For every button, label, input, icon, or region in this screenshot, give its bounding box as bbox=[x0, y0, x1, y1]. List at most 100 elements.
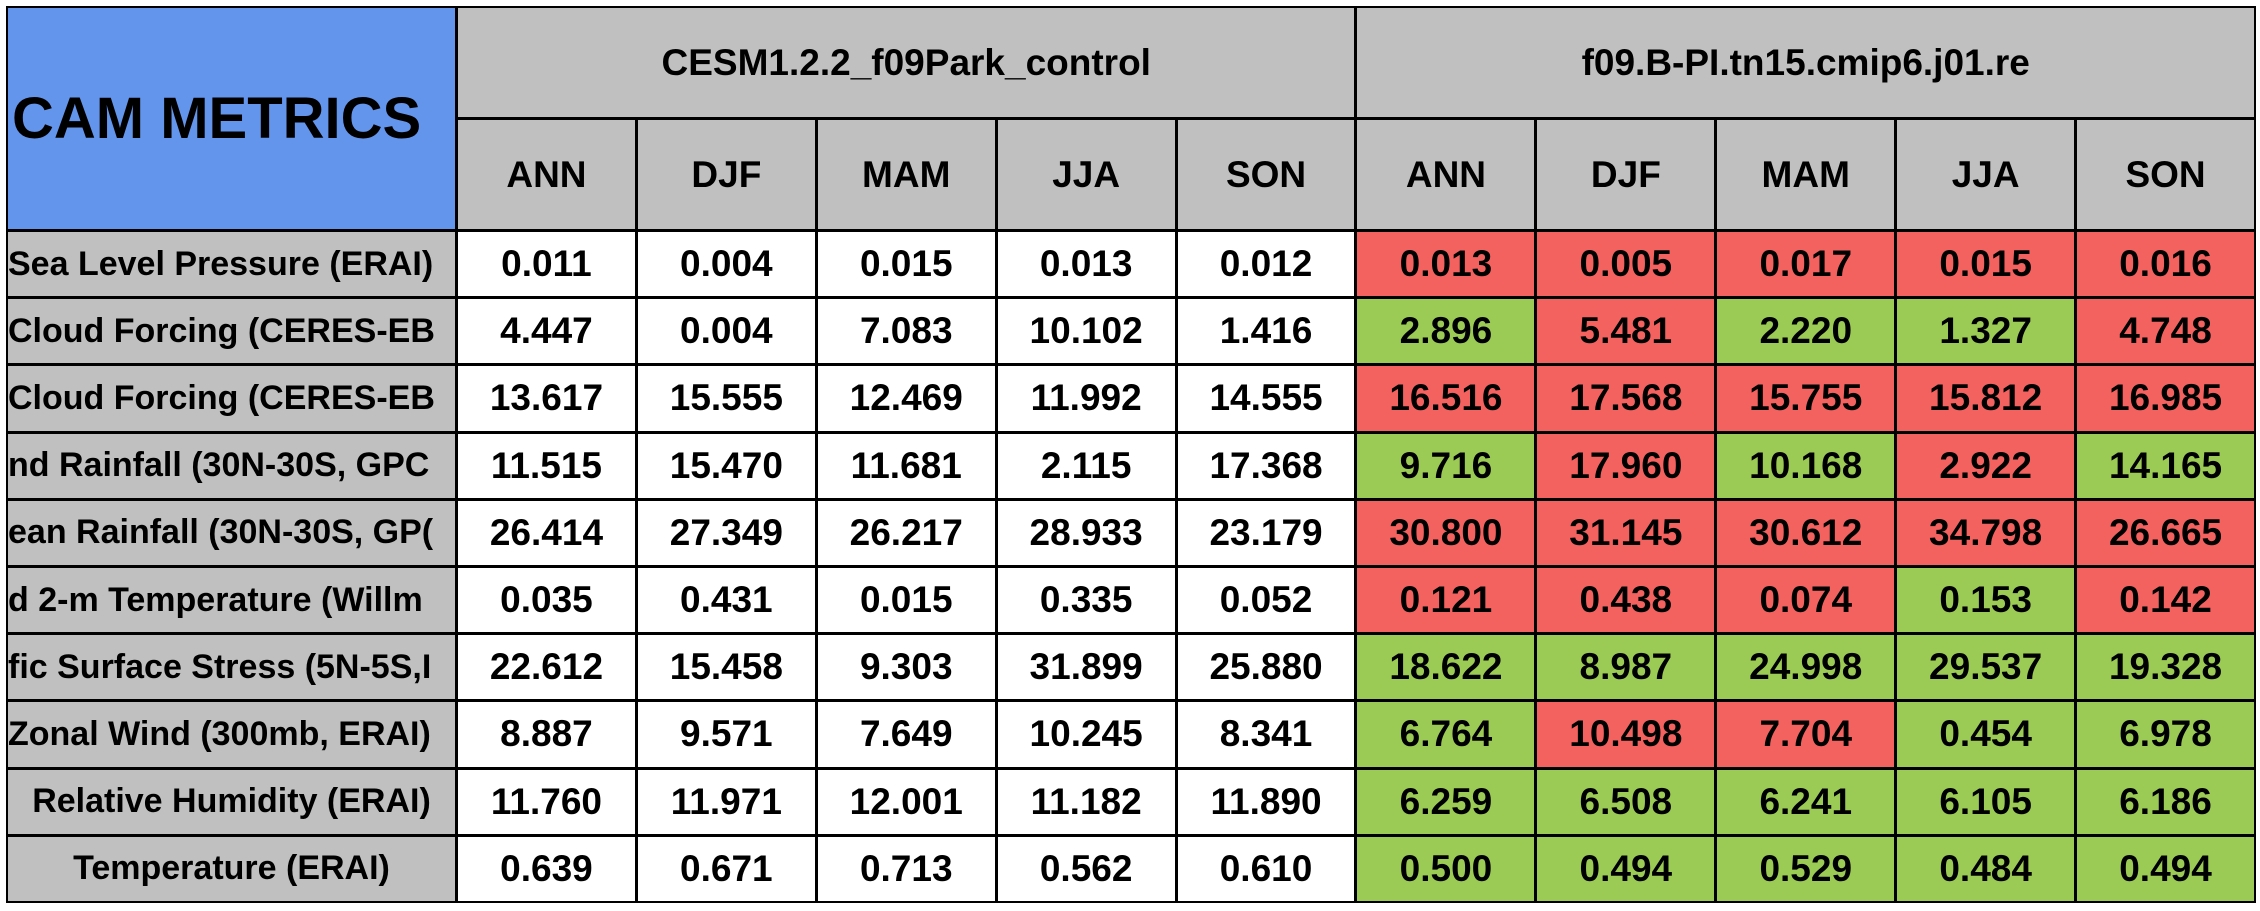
test-value: 6.105 bbox=[1897, 769, 2075, 834]
test-value: 15.812 bbox=[1897, 366, 2075, 431]
control-value: 0.004 bbox=[637, 232, 815, 297]
control-value: 27.349 bbox=[637, 500, 815, 565]
season-header-mam: MAM bbox=[1717, 120, 1895, 229]
test-value: 1.327 bbox=[1897, 299, 2075, 364]
row-label-text: nd Rainfall (30N-30S, GPC bbox=[8, 446, 430, 485]
control-value: 13.617 bbox=[458, 366, 635, 431]
season-header-ann: ANN bbox=[458, 120, 635, 229]
row-label-text: d 2-m Temperature (Willm bbox=[8, 580, 423, 619]
test-value: 0.438 bbox=[1537, 567, 1715, 633]
control-value: 25.880 bbox=[1177, 635, 1355, 700]
control-value: 11.890 bbox=[1177, 769, 1355, 834]
control-value: 0.610 bbox=[1177, 836, 1355, 901]
season-header-son: SON bbox=[1177, 120, 1355, 229]
control-value: 7.083 bbox=[817, 299, 995, 364]
control-value: 11.681 bbox=[817, 433, 995, 498]
test-value: 14.165 bbox=[2077, 433, 2254, 498]
control-value: 0.013 bbox=[997, 232, 1175, 297]
test-value: 0.015 bbox=[1897, 232, 2075, 297]
test-value: 34.798 bbox=[1897, 500, 2075, 565]
row-label: Cloud Forcing (CERES-EB bbox=[8, 299, 455, 364]
control-value: 1.416 bbox=[1177, 299, 1355, 364]
control-value: 0.004 bbox=[637, 299, 815, 364]
test-value: 0.494 bbox=[1537, 836, 1715, 901]
row-label-text: Cloud Forcing (CERES-EB bbox=[8, 378, 435, 417]
control-value: 0.639 bbox=[458, 836, 635, 901]
row-label: ean Rainfall (30N-30S, GP( bbox=[8, 500, 455, 565]
test-value: 17.960 bbox=[1537, 433, 1715, 498]
row-label: fic Surface Stress (5N-5S,I bbox=[8, 635, 455, 700]
control-value: 22.612 bbox=[458, 635, 635, 700]
test-value: 17.568 bbox=[1537, 366, 1715, 431]
test-value: 6.241 bbox=[1717, 769, 1895, 834]
control-value: 12.469 bbox=[817, 366, 995, 431]
test-value: 10.168 bbox=[1717, 433, 1895, 498]
test-value: 24.998 bbox=[1717, 635, 1895, 700]
control-value: 0.035 bbox=[458, 567, 635, 633]
test-value: 0.454 bbox=[1897, 702, 2075, 767]
control-value: 11.971 bbox=[637, 769, 815, 834]
test-value: 0.074 bbox=[1717, 567, 1895, 633]
control-value: 17.368 bbox=[1177, 433, 1355, 498]
control-value: 23.179 bbox=[1177, 500, 1355, 565]
season-header-djf: DJF bbox=[1537, 120, 1715, 229]
test-value: 0.529 bbox=[1717, 836, 1895, 901]
season-header-jja: JJA bbox=[1897, 120, 2075, 229]
row-label-text: fic Surface Stress (5N-5S,I bbox=[8, 647, 432, 686]
control-value: 0.052 bbox=[1177, 567, 1355, 633]
test-value: 2.922 bbox=[1897, 433, 2075, 498]
control-value: 31.899 bbox=[997, 635, 1175, 700]
row-label: Temperature (ERAI) bbox=[8, 836, 455, 901]
control-value: 11.760 bbox=[458, 769, 635, 834]
test-value: 0.013 bbox=[1357, 232, 1535, 297]
row-label-text: Cloud Forcing (CERES-EB bbox=[8, 311, 435, 350]
group-header: f09.B-PI.tn15.cmip6.j01.re bbox=[1357, 8, 2254, 117]
control-value: 12.001 bbox=[817, 769, 995, 834]
test-value: 19.328 bbox=[2077, 635, 2254, 700]
test-value: 4.748 bbox=[2077, 299, 2254, 364]
control-value: 9.571 bbox=[637, 702, 815, 767]
control-value: 15.470 bbox=[637, 433, 815, 498]
test-value: 0.121 bbox=[1357, 567, 1535, 633]
row-label-text: Zonal Wind (300mb, ERAI) bbox=[8, 714, 431, 753]
test-value: 6.764 bbox=[1357, 702, 1535, 767]
test-value: 9.716 bbox=[1357, 433, 1535, 498]
control-value: 15.458 bbox=[637, 635, 815, 700]
test-value: 16.985 bbox=[2077, 366, 2254, 431]
season-header-son: SON bbox=[2077, 120, 2254, 229]
control-value: 0.012 bbox=[1177, 232, 1355, 297]
row-label-text: ean Rainfall (30N-30S, GP( bbox=[8, 513, 434, 552]
test-value: 31.145 bbox=[1537, 500, 1715, 565]
control-value: 0.671 bbox=[637, 836, 815, 901]
row-label-text: Relative Humidity (ERAI) bbox=[32, 782, 431, 821]
control-value: 0.713 bbox=[817, 836, 995, 901]
test-value: 16.516 bbox=[1357, 366, 1535, 431]
control-value: 9.303 bbox=[817, 635, 995, 700]
test-value: 30.800 bbox=[1357, 500, 1535, 565]
season-header-djf: DJF bbox=[637, 120, 815, 229]
control-value: 0.015 bbox=[817, 232, 995, 297]
control-value: 10.245 bbox=[997, 702, 1175, 767]
test-value: 18.622 bbox=[1357, 635, 1535, 700]
control-value: 0.431 bbox=[637, 567, 815, 633]
test-value: 30.612 bbox=[1717, 500, 1895, 565]
test-value: 0.142 bbox=[2077, 567, 2254, 633]
test-value: 7.704 bbox=[1717, 702, 1895, 767]
test-value: 6.259 bbox=[1357, 769, 1535, 834]
group-header: CESM1.2.2_f09Park_control bbox=[458, 8, 1355, 117]
test-value: 0.484 bbox=[1897, 836, 2075, 901]
test-value: 0.500 bbox=[1357, 836, 1535, 901]
control-value: 8.341 bbox=[1177, 702, 1355, 767]
test-value: 5.481 bbox=[1537, 299, 1715, 364]
control-value: 2.115 bbox=[997, 433, 1175, 498]
control-value: 0.335 bbox=[997, 567, 1175, 633]
row-label: Relative Humidity (ERAI) bbox=[8, 769, 455, 834]
control-value: 7.649 bbox=[817, 702, 995, 767]
control-value: 26.414 bbox=[458, 500, 635, 565]
row-label: Cloud Forcing (CERES-EB bbox=[8, 366, 455, 431]
control-value: 0.562 bbox=[997, 836, 1175, 901]
control-value: 0.011 bbox=[458, 232, 635, 297]
control-value: 26.217 bbox=[817, 500, 995, 565]
season-header-jja: JJA bbox=[997, 120, 1175, 229]
control-value: 8.887 bbox=[458, 702, 635, 767]
